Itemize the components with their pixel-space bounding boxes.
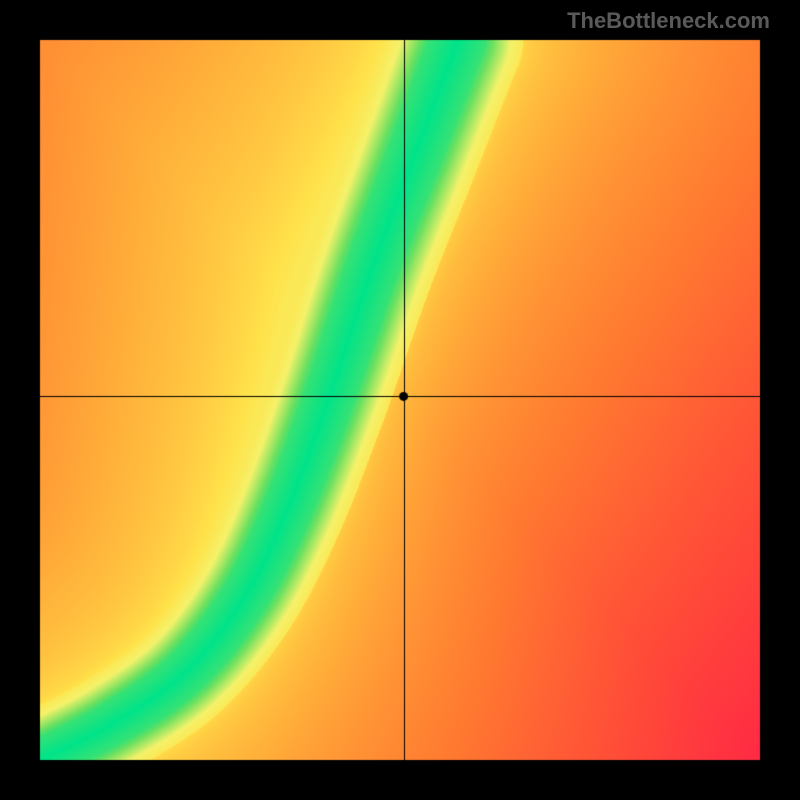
source-watermark: TheBottleneck.com (567, 8, 770, 34)
chart-container: TheBottleneck.com (0, 0, 800, 800)
bottleneck-heatmap-canvas (0, 0, 800, 800)
